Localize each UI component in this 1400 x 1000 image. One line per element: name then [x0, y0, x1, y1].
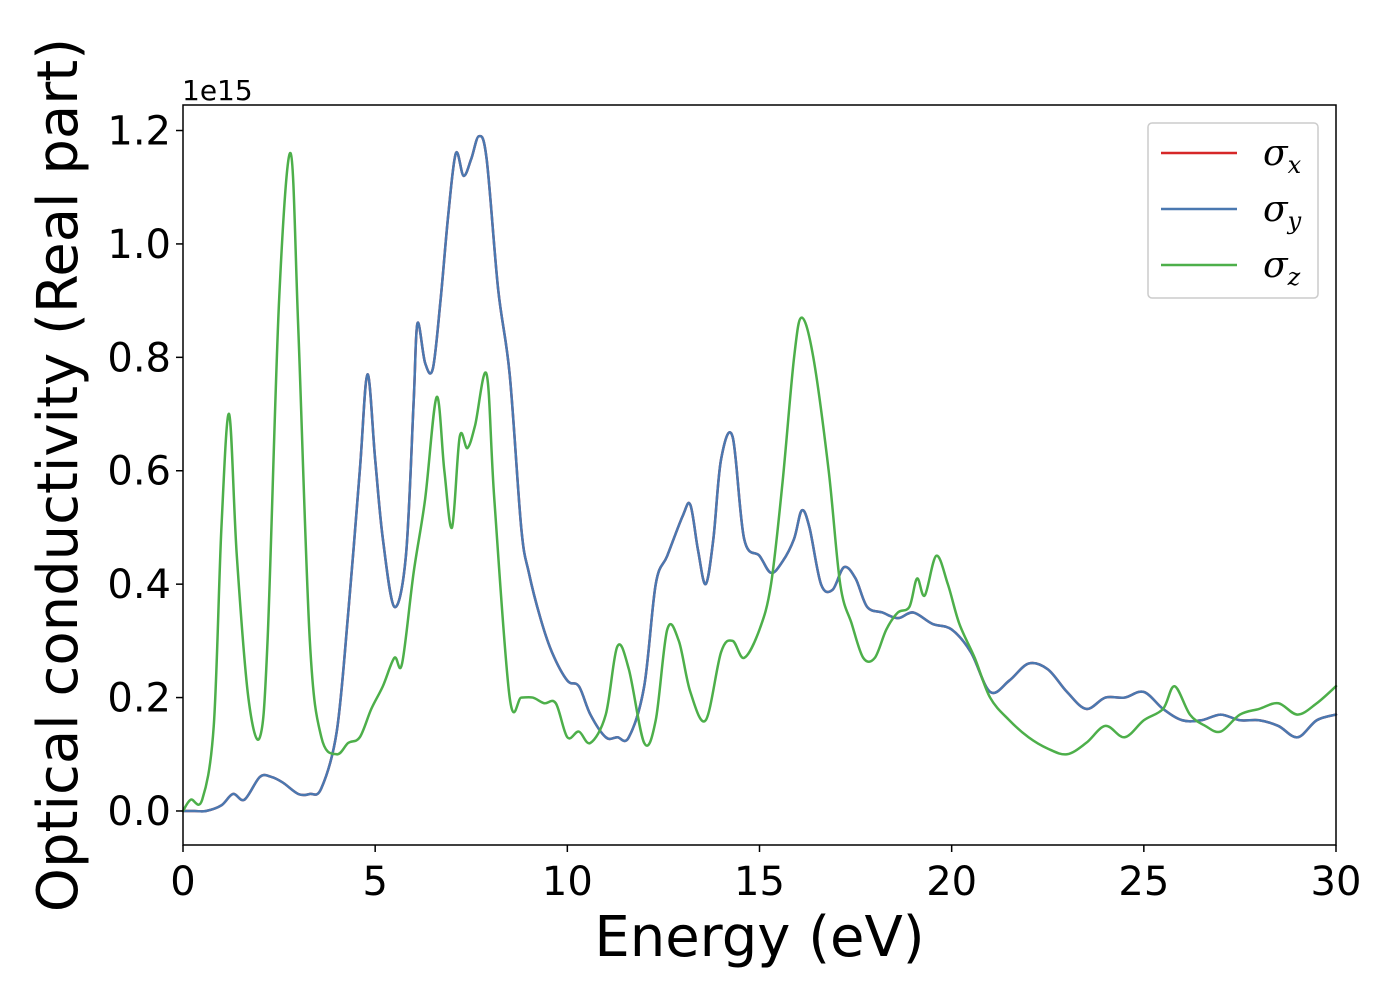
legend-frame [1147, 122, 1319, 299]
y-tick-label: 0.0 [107, 789, 171, 835]
x-tick-label: 20 [926, 859, 977, 905]
y-axis-title: Optical conductivity (Real part) [26, 38, 91, 912]
y-tick-label: 0.4 [107, 562, 171, 608]
x-tick-label: 10 [542, 859, 593, 905]
x-tick-label: 5 [362, 859, 387, 905]
x-tick-label: 30 [1311, 859, 1362, 905]
y-axis-ticks: 0.0 0.2 0.4 0.6 0.8 1.0 1.2 [107, 109, 183, 835]
x-tick-label: 0 [170, 859, 195, 905]
legend-label-x: σx [1263, 133, 1302, 179]
x-axis-title: Energy (eV) [594, 905, 924, 970]
series-line-z [181, 151, 1338, 813]
x-axis-ticks: 0 5 10 15 20 25 30 [170, 845, 1361, 905]
y-tick-label: 1.0 [107, 222, 171, 268]
legend-label-y: σy [1263, 189, 1302, 235]
x-tick-label: 15 [734, 859, 785, 905]
series-layer [181, 134, 1338, 813]
legend-label-z: σz [1263, 245, 1301, 291]
y-offset-label: 1e15 [182, 74, 253, 107]
series-line-y [181, 134, 1338, 813]
y-tick-label: 1.2 [107, 109, 171, 155]
y-tick-label: 0.6 [107, 449, 171, 495]
x-tick-label: 25 [1118, 859, 1169, 905]
legend: σx σy σz [1147, 122, 1319, 299]
y-tick-label: 0.2 [107, 676, 171, 722]
y-tick-label: 0.8 [107, 335, 171, 381]
